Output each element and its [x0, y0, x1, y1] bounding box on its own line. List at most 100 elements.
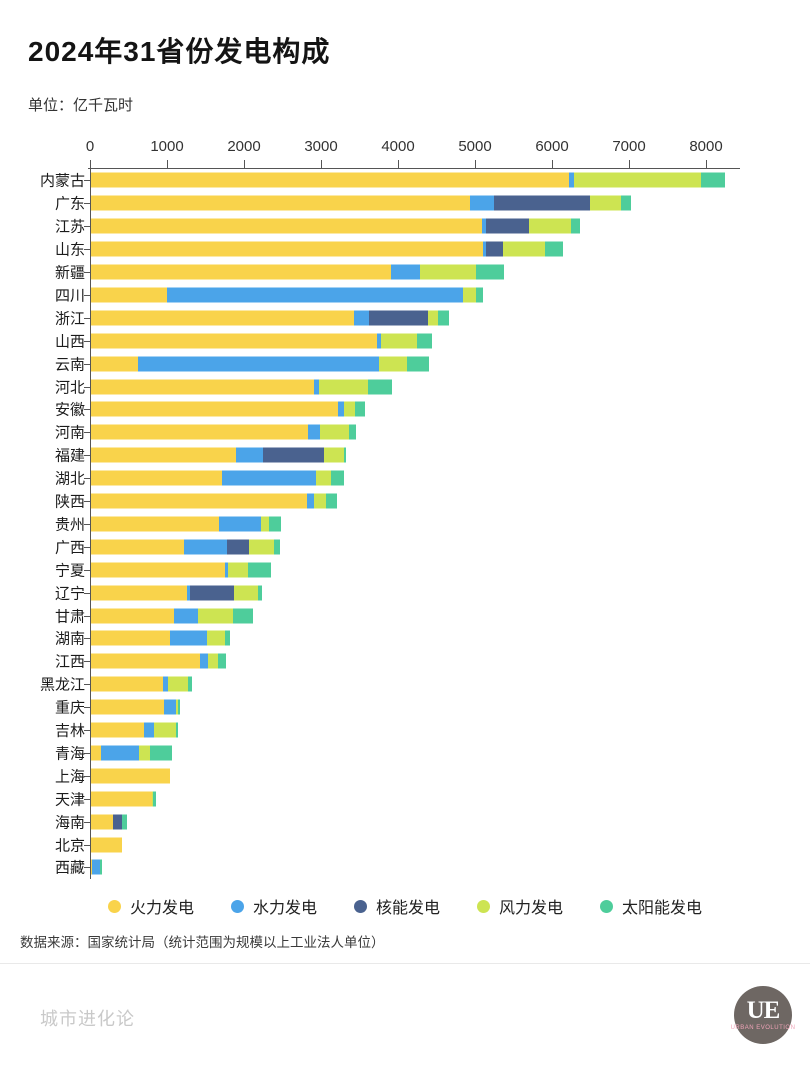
- stacked-bar: [91, 264, 505, 280]
- legend-dot-icon: [477, 899, 490, 913]
- stacked-bar: [91, 791, 157, 807]
- bar-segment: [91, 195, 470, 211]
- bar-segment: [176, 699, 179, 715]
- legend-label: 水力发电: [252, 900, 317, 917]
- legend-label: 太阳能发电: [622, 900, 703, 917]
- stacked-bar: [91, 401, 366, 417]
- legend-item: 太阳能发电: [600, 894, 702, 918]
- province-label: 广西: [54, 539, 85, 557]
- bar-row: 广西: [0, 535, 810, 558]
- bar-segment: [486, 218, 530, 234]
- province-label: 天津: [54, 791, 85, 809]
- province-label: 山东: [54, 241, 85, 259]
- stacked-bar: [91, 562, 272, 578]
- stacked-bar: [91, 630, 231, 646]
- bar-segment: [308, 424, 321, 440]
- bar-segment: [257, 585, 262, 601]
- x-axis-line: [88, 168, 740, 169]
- province-label: 青海: [54, 745, 85, 763]
- bar-segment: [198, 608, 234, 624]
- province-label: 西藏: [54, 859, 85, 877]
- bar-segment: [355, 401, 366, 417]
- province-label: 江苏: [54, 218, 85, 236]
- bar-row: 福建: [0, 444, 810, 467]
- province-label: 陕西: [54, 493, 85, 511]
- province-label: 北京: [54, 837, 85, 855]
- bar-segment: [101, 745, 140, 761]
- y-tick-mark: [84, 707, 90, 709]
- bar-segment: [330, 470, 344, 486]
- logo-subtext: URBAN EVOLUTION: [730, 1024, 796, 1031]
- y-tick-mark: [84, 249, 90, 251]
- bar-segment: [208, 653, 219, 669]
- x-tick-mark: [90, 160, 91, 168]
- bar-segment: [200, 653, 209, 669]
- bar-segment: [153, 791, 157, 807]
- bar-segment: [122, 814, 127, 830]
- data-source-note: 数据来源：国家统计局（统计范围为规模以上工业法人单位）: [20, 935, 385, 950]
- x-tick-label: 1000: [150, 138, 184, 155]
- y-tick-mark: [84, 775, 90, 777]
- bar-segment: [494, 195, 590, 211]
- bar-row: 湖北: [0, 467, 810, 490]
- bar-segment: [269, 516, 281, 532]
- stacked-bar: [91, 539, 281, 555]
- stacked-bar: [91, 722, 179, 738]
- bar-segment: [91, 676, 164, 692]
- bar-row: 内蒙古: [0, 169, 810, 192]
- y-tick-mark: [84, 592, 90, 594]
- bar-segment: [151, 791, 154, 807]
- bar-row: 山东: [0, 238, 810, 261]
- unit-label: 单位：亿千瓦时: [28, 97, 134, 114]
- bar-row: 新疆: [0, 261, 810, 284]
- bar-segment: [91, 218, 483, 234]
- province-label: 河南: [54, 424, 85, 442]
- bar-row: 湖南: [0, 627, 810, 650]
- province-label: 湖北: [54, 470, 85, 488]
- bar-segment: [482, 241, 487, 257]
- y-tick-mark: [84, 386, 90, 388]
- bar-segment: [306, 493, 314, 509]
- bar-segment: [178, 699, 180, 715]
- bar-segment: [417, 333, 432, 349]
- y-tick-mark: [84, 615, 90, 617]
- y-axis-line: [90, 168, 91, 879]
- y-tick-mark: [84, 501, 90, 503]
- bar-segment: [144, 722, 154, 738]
- y-tick-mark: [84, 272, 90, 274]
- bar-segment: [236, 447, 263, 463]
- bar-segment: [369, 310, 428, 326]
- page-title: 2024年31省份发电构成: [28, 36, 331, 67]
- bar-segment: [91, 401, 338, 417]
- legend-label: 核能发电: [375, 900, 440, 917]
- bar-row: 黑龙江: [0, 673, 810, 696]
- bar-segment: [324, 447, 345, 463]
- footer-divider: [0, 963, 810, 964]
- bar-segment: [475, 264, 505, 280]
- bar-segment: [187, 676, 192, 692]
- y-tick-mark: [84, 478, 90, 480]
- bar-segment: [139, 745, 150, 761]
- bar-row: 宁夏: [0, 558, 810, 581]
- stacked-bar-chart: 0 1000 2000 3000 4000 5000 6000 7000 8000 内蒙古 广东江…: [0, 130, 810, 886]
- stacked-bar: [91, 379, 393, 395]
- bar-row: 山西: [0, 329, 810, 352]
- bar-segment: [170, 630, 207, 646]
- stacked-bar: [91, 814, 127, 830]
- bar-segment: [344, 401, 356, 417]
- legend-item: 风力发电: [477, 894, 563, 918]
- bar-segment: [91, 768, 171, 784]
- bar-row: 贵州: [0, 513, 810, 536]
- bar-segment: [224, 630, 231, 646]
- legend-dot-icon: [107, 899, 121, 913]
- stacked-bar: [91, 447, 346, 463]
- bar-segment: [574, 172, 702, 188]
- bar-segment: [91, 608, 175, 624]
- bar-segment: [348, 424, 356, 440]
- bar-segment: [313, 493, 326, 509]
- x-tick-label: 8000: [689, 138, 723, 155]
- bar-segment: [91, 722, 145, 738]
- stacked-bar: [91, 608, 254, 624]
- bar-segment: [380, 333, 418, 349]
- bar-segment: [91, 699, 165, 715]
